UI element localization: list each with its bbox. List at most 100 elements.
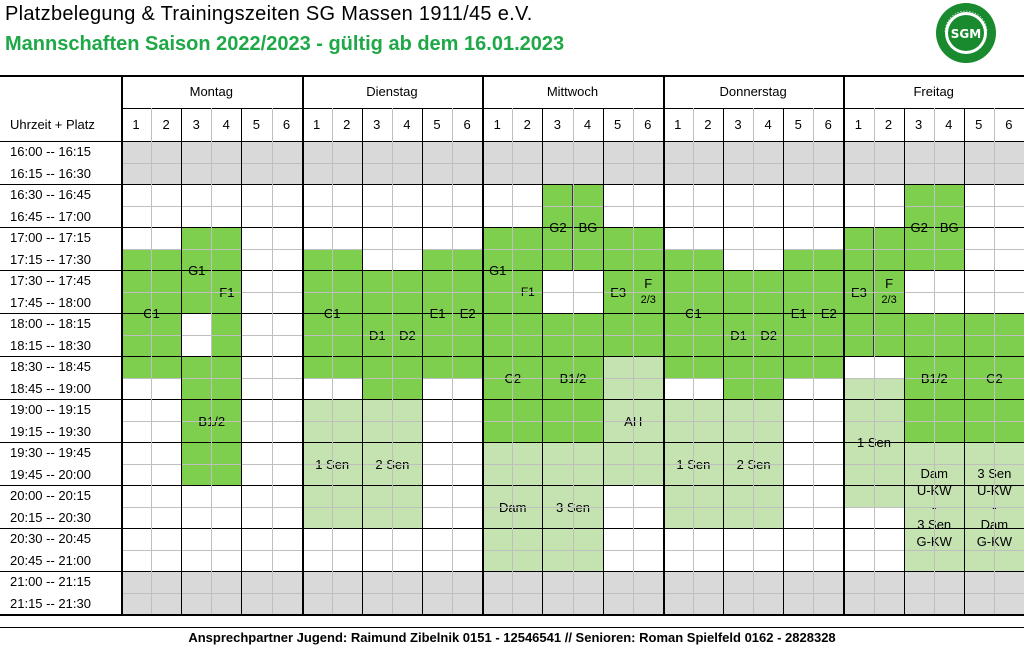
platz-number: 6 bbox=[1005, 117, 1013, 132]
platz-number: 2 bbox=[704, 117, 712, 132]
schedule-block-sublabel: 2/3 bbox=[640, 294, 656, 306]
time-slot-label: 20:00 -- 20:15 bbox=[10, 488, 91, 503]
platz-column-line bbox=[572, 108, 574, 614]
platz-column-line bbox=[151, 108, 153, 614]
platz-number: 4 bbox=[403, 117, 411, 132]
platz-column-line bbox=[692, 108, 694, 614]
time-group-line bbox=[0, 399, 121, 400]
platz-column-line bbox=[602, 108, 604, 614]
platz-number: 5 bbox=[975, 117, 983, 132]
platz-number: 2 bbox=[523, 117, 531, 132]
platz-number: 5 bbox=[613, 117, 622, 132]
time-group-line bbox=[0, 356, 121, 357]
platz-number: 1 bbox=[132, 117, 140, 132]
footer-top-line bbox=[0, 627, 1024, 628]
time-group-line bbox=[0, 485, 121, 486]
platz-number: 5 bbox=[433, 117, 441, 132]
time-group-line bbox=[0, 442, 121, 443]
platz-column-line bbox=[753, 108, 755, 614]
platz-column-line bbox=[422, 108, 423, 614]
day-header-1: Montag bbox=[189, 84, 233, 99]
day-separator-line bbox=[301, 75, 304, 614]
platz-number: 4 bbox=[764, 117, 772, 132]
time-slot-label: 19:45 -- 20:00 bbox=[10, 466, 91, 482]
platz-column-line bbox=[331, 108, 333, 614]
platz-column-line bbox=[181, 108, 183, 614]
platz-number: 3 bbox=[734, 117, 742, 132]
platz-column-line bbox=[211, 108, 213, 614]
day-header-3: Mittwoch bbox=[546, 84, 599, 99]
time-slot-label: 21:00 -- 21:15 bbox=[10, 574, 91, 589]
platz-number: 2 bbox=[162, 117, 170, 132]
platz-number: 1 bbox=[674, 117, 682, 132]
time-slot-label: 19:30 -- 19:45 bbox=[10, 445, 91, 460]
time-group-line bbox=[0, 227, 121, 228]
column-header-line bbox=[0, 141, 1024, 142]
platz-column-line bbox=[512, 108, 514, 614]
logo-text: SGM bbox=[951, 27, 981, 41]
time-slot-label: 18:00 -- 18:15 bbox=[10, 316, 91, 331]
time-group-line bbox=[0, 571, 121, 572]
table-bottom-line bbox=[0, 614, 1024, 616]
platz-number: 4 bbox=[945, 117, 953, 132]
time-slot-label: 18:15 -- 18:30 bbox=[10, 337, 91, 353]
platz-column-line bbox=[632, 108, 634, 614]
club-logo: SGM bbox=[936, 3, 996, 63]
time-group-line bbox=[0, 270, 121, 271]
platz-number: 5 bbox=[252, 117, 260, 132]
platz-number: 2 bbox=[343, 117, 351, 132]
time-platz-header: Uhrzeit + Platz bbox=[10, 117, 95, 132]
time-slot-label: 20:45 -- 21:00 bbox=[10, 552, 91, 568]
day-header-5: Freitag bbox=[913, 84, 954, 99]
time-slot-label: 18:45 -- 19:00 bbox=[10, 380, 91, 396]
day-separator-line bbox=[482, 75, 485, 614]
platz-number: 6 bbox=[644, 117, 652, 132]
platz-column-line bbox=[452, 108, 454, 614]
platz-number: 6 bbox=[282, 117, 291, 132]
platz-column-line bbox=[783, 108, 785, 614]
schedule-block-sublabel: 2/3 bbox=[881, 294, 897, 306]
platz-number: 3 bbox=[553, 117, 561, 132]
schedule-block-label: F bbox=[885, 276, 894, 291]
platz-column-line bbox=[903, 108, 905, 614]
platz-column-line bbox=[391, 108, 393, 614]
platz-column-line bbox=[963, 108, 965, 614]
time-slot-label: 16:00 -- 16:15 bbox=[10, 144, 91, 159]
platz-number: 4 bbox=[583, 117, 592, 132]
platz-number: 4 bbox=[222, 117, 230, 132]
time-group-line bbox=[0, 313, 121, 314]
time-slot-label: 20:30 -- 20:45 bbox=[10, 531, 91, 546]
time-slot-label: 19:15 -- 19:30 bbox=[10, 423, 91, 439]
platz-column-line bbox=[271, 108, 273, 614]
platz-number: 6 bbox=[463, 117, 471, 132]
page-subtitle: Mannschaften Saison 2022/2023 - gültig a… bbox=[5, 33, 565, 55]
platz-number: 3 bbox=[914, 117, 923, 132]
platz-number: 3 bbox=[373, 117, 381, 132]
platz-number: 3 bbox=[192, 117, 200, 132]
platz-number: 5 bbox=[794, 117, 802, 132]
time-slot-label: 19:00 -- 19:15 bbox=[10, 402, 91, 417]
time-slot-label: 21:15 -- 21:30 bbox=[10, 595, 91, 611]
time-slot-label: 16:15 -- 16:30 bbox=[10, 165, 91, 181]
time-group-line bbox=[0, 184, 121, 185]
platz-number: 1 bbox=[493, 117, 501, 132]
platz-column-line bbox=[723, 108, 724, 614]
platz-number: 1 bbox=[312, 117, 321, 132]
table-top-line bbox=[0, 75, 1024, 77]
time-slot-label: 20:15 -- 20:30 bbox=[10, 509, 91, 525]
time-slot-label: 16:45 -- 17:00 bbox=[10, 208, 91, 224]
time-group-line bbox=[0, 528, 121, 529]
platz-column-line bbox=[813, 108, 815, 614]
schedule-block-label: F bbox=[644, 276, 653, 291]
platz-column-line bbox=[542, 108, 544, 614]
time-slot-label: 17:30 -- 17:45 bbox=[10, 273, 91, 288]
platz-column-line bbox=[873, 108, 875, 614]
day-header-2: Dienstag bbox=[366, 84, 418, 99]
platz-column-line bbox=[241, 108, 243, 614]
platz-number: 2 bbox=[884, 117, 893, 132]
page-title: Platzbelegung & Trainingszeiten SG Masse… bbox=[5, 3, 533, 25]
platz-number: 1 bbox=[854, 117, 862, 132]
platz-column-line bbox=[361, 108, 363, 614]
time-slot-label: 16:30 -- 16:45 bbox=[10, 187, 91, 202]
